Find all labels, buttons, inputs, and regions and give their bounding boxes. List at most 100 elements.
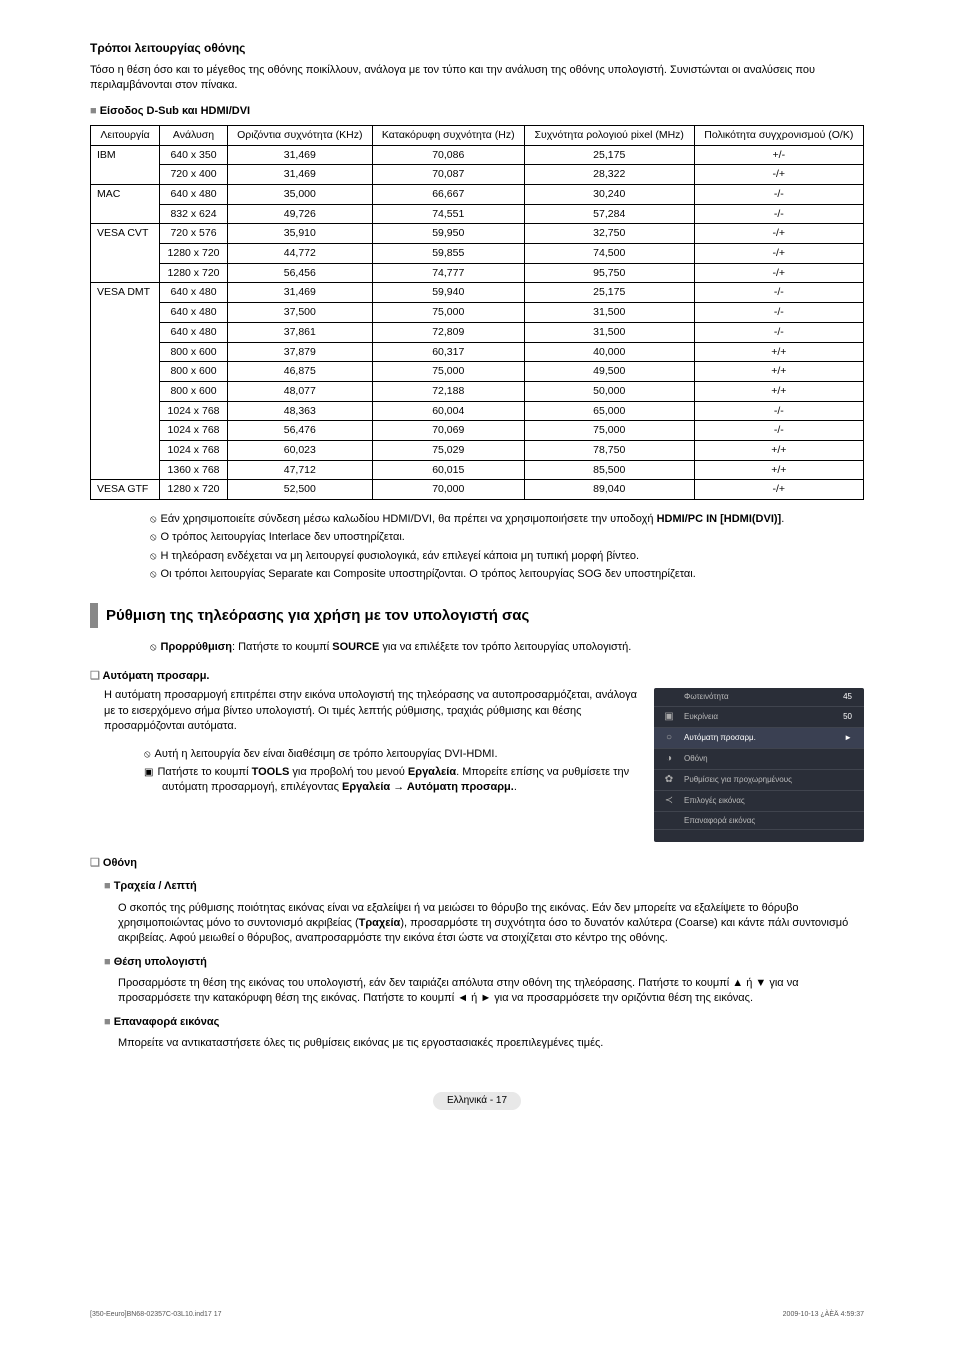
data-cell: 60,317 [372, 342, 524, 362]
data-cell: -/+ [694, 480, 863, 500]
table-row: 1280 x 72056,45674,77795,750-/+ [91, 263, 864, 283]
data-cell: 1024 x 768 [160, 421, 228, 441]
input-label: Είσοδος D-Sub και HDMI/DVI [90, 104, 864, 119]
osd-label: Ρυθμίσεις για προχωρημένους [678, 774, 852, 785]
osd-row: ▣Ευκρίνεια50 [654, 707, 864, 728]
mode-cell: MAC [91, 185, 160, 224]
osd-panel: Φωτεινότητα45▣Ευκρίνεια50○Αυτόματη προσα… [654, 688, 864, 841]
data-cell: 70,086 [372, 145, 524, 165]
data-cell: +/+ [694, 440, 863, 460]
table-row: 800 x 60046,87575,00049,500+/+ [91, 362, 864, 382]
data-cell: 1360 x 768 [160, 460, 228, 480]
data-cell: 800 x 600 [160, 342, 228, 362]
auto-adjust-body: Η αυτόματη προσαρμογή επιτρέπει στην εικ… [104, 688, 638, 734]
mode-cell: VESA DMT [91, 283, 160, 480]
data-cell: 70,087 [372, 165, 524, 185]
preset-text: Προρρύθμιση: Πατήστε το κουμπί SOURCE γι… [161, 641, 632, 653]
osd-icon: ○ [660, 731, 678, 745]
table-row: 800 x 60048,07772,18850,000+/+ [91, 381, 864, 401]
page-number: Ελληνικά - 17 [433, 1092, 521, 1110]
data-cell: 28,322 [524, 165, 694, 185]
data-cell: 59,950 [372, 224, 524, 244]
data-cell: 50,000 [524, 381, 694, 401]
data-cell: -/- [694, 401, 863, 421]
data-cell: 640 x 480 [160, 322, 228, 342]
data-cell: 89,040 [524, 480, 694, 500]
pos-body: Προσαρμόστε τη θέση της εικόνας του υπολ… [118, 976, 864, 1007]
table-header-cell: Οριζόντια συχνότητα (KHz) [227, 125, 372, 145]
data-cell: 720 x 576 [160, 224, 228, 244]
osd-label: Επαναφορά εικόνας [678, 815, 852, 826]
data-cell: 44,772 [227, 244, 372, 264]
data-cell: 37,861 [227, 322, 372, 342]
note-item: Οι τρόποι λειτουργίας Separate και Compo… [150, 567, 864, 582]
data-cell: 37,500 [227, 303, 372, 323]
pos-title: Θέση υπολογιστή [104, 955, 864, 970]
table-header-cell: Ανάλυση [160, 125, 228, 145]
table-row: 800 x 60037,87960,31740,000+/+ [91, 342, 864, 362]
data-cell: 85,500 [524, 460, 694, 480]
osd-row: Φωτεινότητα45 [654, 688, 864, 706]
mode-cell: IBM [91, 145, 160, 184]
data-cell: 48,077 [227, 381, 372, 401]
data-cell: 40,000 [524, 342, 694, 362]
data-cell: 72,188 [372, 381, 524, 401]
data-cell: 49,726 [227, 204, 372, 224]
osd-row: ○Αυτόματη προσαρμ.► [654, 728, 864, 749]
osd-value: 45 [843, 691, 858, 702]
data-cell: 1024 x 768 [160, 401, 228, 421]
table-row: IBM640 x 35031,46970,08625,175+/- [91, 145, 864, 165]
section-header: Τρόποι λειτουργίας οθόνης Τόσο η θέση όσ… [90, 40, 864, 119]
data-cell: 832 x 624 [160, 204, 228, 224]
osd-icon: ≺ [660, 794, 678, 808]
table-row: VESA DMT640 x 48031,46959,94025,175-/- [91, 283, 864, 303]
data-cell: 75,029 [372, 440, 524, 460]
data-cell: +/+ [694, 362, 863, 382]
osd-row: ◑Οθόνη [654, 749, 864, 770]
data-cell: 75,000 [372, 303, 524, 323]
mode-cell: VESA GTF [91, 480, 160, 500]
reset-body: Μπορείτε να αντικαταστήσετε όλες τις ρυθ… [118, 1036, 864, 1051]
table-header-cell: Κατακόρυφη συχνότητα (Hz) [372, 125, 524, 145]
osd-value: ► [844, 732, 858, 743]
data-cell: 32,750 [524, 224, 694, 244]
table-row: VESA CVT720 x 57635,91059,95032,750-/+ [91, 224, 864, 244]
data-cell: 56,456 [227, 263, 372, 283]
data-cell: 60,015 [372, 460, 524, 480]
data-cell: 31,500 [524, 322, 694, 342]
table-row: 640 x 48037,50075,00031,500-/- [91, 303, 864, 323]
data-cell: 59,855 [372, 244, 524, 264]
data-cell: 31,469 [227, 145, 372, 165]
data-cell: 640 x 480 [160, 185, 228, 205]
osd-icon: ▣ [660, 710, 678, 724]
table-row: 1024 x 76860,02375,02978,750+/+ [91, 440, 864, 460]
osd-icon: ◑ [660, 752, 678, 766]
data-cell: 31,469 [227, 283, 372, 303]
table-header-cell: Λειτουργία [91, 125, 160, 145]
note-item: Εάν χρησιμοποιείτε σύνδεση μέσω καλωδίου… [150, 512, 864, 527]
osd-row: Επαναφορά εικόνας [654, 812, 864, 830]
data-cell: -/- [694, 322, 863, 342]
table-row: MAC640 x 48035,00066,66730,240-/- [91, 185, 864, 205]
auto-adjust-title: Αυτόματη προσαρμ. [90, 669, 864, 684]
osd-row: ≺Επιλογές εικόνας [654, 791, 864, 812]
data-cell: 75,000 [524, 421, 694, 441]
data-cell: -/+ [694, 263, 863, 283]
data-cell: 66,667 [372, 185, 524, 205]
table-notes: Εάν χρησιμοποιείτε σύνδεση μέσω καλωδίου… [110, 512, 864, 583]
data-cell: 800 x 600 [160, 381, 228, 401]
table-row: 1360 x 76847,71260,01585,500+/+ [91, 460, 864, 480]
data-cell: 640 x 480 [160, 283, 228, 303]
data-cell: +/+ [694, 342, 863, 362]
page-title: Τρόποι λειτουργίας οθόνης [90, 40, 864, 57]
data-cell: 1280 x 720 [160, 263, 228, 283]
data-cell: 60,023 [227, 440, 372, 460]
data-cell: 74,500 [524, 244, 694, 264]
data-cell: 31,469 [227, 165, 372, 185]
data-cell: -/- [694, 204, 863, 224]
data-cell: 48,363 [227, 401, 372, 421]
osd-label: Οθόνη [678, 753, 852, 764]
data-cell: 95,750 [524, 263, 694, 283]
table-row: 640 x 48037,86172,80931,500-/- [91, 322, 864, 342]
table-header-cell: Συχνότητα ρολογιού pixel (MHz) [524, 125, 694, 145]
